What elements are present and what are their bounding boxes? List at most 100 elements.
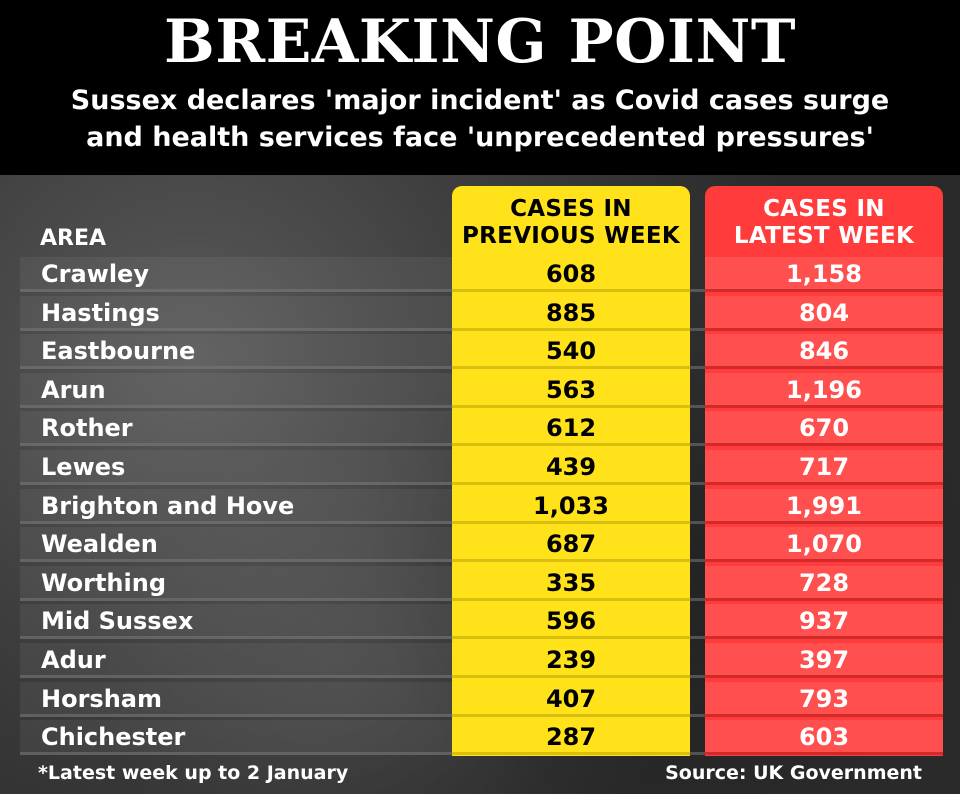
latest-header-line-1: CASES IN (763, 196, 885, 222)
area-name: Arun (41, 375, 106, 404)
row-separator-latest (705, 636, 943, 640)
table-row: Adur 239 397 (0, 643, 960, 678)
row-band-area (20, 565, 452, 601)
row-band-area (20, 681, 452, 717)
row-band-latest (705, 527, 943, 563)
previous-header-line-1: CASES IN (510, 196, 632, 222)
latest-week-value: 397 (798, 646, 850, 674)
latest-week-value: 1,196 (786, 375, 862, 404)
row-band-latest (705, 295, 943, 331)
latest-week-value: 937 (798, 607, 850, 636)
row-band-latest (705, 334, 943, 370)
row-separator-previous (452, 482, 690, 485)
previous-week-value: 596 (545, 607, 597, 636)
row-separator-latest (705, 327, 943, 331)
row-separator-latest (705, 443, 943, 447)
latest-week-value: 1,991 (786, 491, 862, 520)
table-row: Horsham 407 793 (0, 681, 960, 717)
footnote: *Latest week up to 2 January (38, 762, 349, 784)
page-title: BREAKING POINT (164, 7, 796, 77)
previous-week-value: 563 (545, 375, 597, 404)
previous-week-value: 885 (545, 298, 597, 327)
row-band-latest (705, 720, 943, 756)
latest-week-column (705, 186, 943, 756)
row-separator-previous (452, 752, 690, 756)
area-name: Lewes (41, 453, 126, 481)
area-name: Wealden (41, 530, 158, 559)
row-separator-latest (705, 520, 943, 524)
area-name: Crawley (41, 260, 149, 288)
row-separator-previous (452, 289, 690, 292)
row-separator-latest (705, 752, 943, 756)
row-separator-previous (452, 404, 690, 408)
row-band-latest (705, 565, 943, 601)
row-band-latest (705, 488, 943, 524)
row-band-area (20, 411, 452, 447)
row-separator-previous (452, 675, 690, 678)
latest-week-value: 603 (798, 723, 850, 752)
row-band-area (20, 643, 452, 678)
area-name: Chichester (41, 723, 186, 752)
row-band-area (20, 334, 452, 370)
table-row: Arun 563 1,196 (0, 372, 960, 408)
row-band-area (20, 295, 452, 331)
table-row: Eastbourne 540 846 (0, 334, 960, 370)
table-row: Rother 612 670 (0, 411, 960, 447)
table-row: Chichester 287 603 (0, 720, 960, 756)
row-band-latest (705, 257, 943, 292)
previous-week-value: 407 (545, 684, 597, 713)
previous-week-value: 1,033 (533, 491, 609, 520)
row-separator-previous (452, 559, 690, 563)
row-band-latest (705, 643, 943, 678)
previous-week-value: 439 (545, 453, 597, 481)
latest-week-value: 1,158 (786, 260, 862, 288)
row-band-area (20, 604, 452, 640)
row-band-area (20, 450, 452, 485)
row-separator-latest (705, 559, 943, 563)
area-name: Horsham (41, 684, 162, 713)
latest-week-value: 1,070 (786, 530, 862, 559)
row-band-latest (705, 604, 943, 640)
previous-week-value: 239 (545, 646, 597, 674)
previous-header-line-2: PREVIOUS WEEK (462, 223, 680, 249)
latest-week-column-header: CASES IN LATEST WEEK (705, 196, 943, 250)
row-separator-latest (705, 597, 943, 601)
row-band-latest (705, 411, 943, 447)
table-row: Mid Sussex 596 937 (0, 604, 960, 640)
previous-week-value: 540 (545, 337, 597, 366)
previous-week-value: 608 (545, 260, 597, 288)
row-band-area (20, 257, 452, 292)
row-separator-previous (452, 327, 690, 331)
row-band-area (20, 720, 452, 756)
subtitle-line-1: Sussex declares 'major incident' as Covi… (70, 85, 890, 116)
area-name: Brighton and Hove (41, 491, 295, 520)
row-separator-latest (705, 289, 943, 292)
area-name: Hastings (41, 298, 160, 327)
row-band-area (20, 527, 452, 563)
area-name: Rother (41, 414, 133, 443)
row-separator-latest (705, 366, 943, 370)
row-separator-previous (452, 636, 690, 640)
table-row: Crawley 608 1,158 (0, 257, 960, 292)
row-band-area (20, 372, 452, 408)
table-row: Brighton and Hove 1,033 1,991 (0, 488, 960, 524)
previous-week-value: 335 (545, 568, 597, 597)
row-separator-previous (452, 597, 690, 601)
row-band-latest (705, 372, 943, 408)
previous-week-value: 687 (545, 530, 597, 559)
row-band-latest (705, 681, 943, 717)
row-separator-previous (452, 366, 690, 370)
area-column-header: AREA (40, 226, 107, 251)
table-row: Hastings 885 804 (0, 295, 960, 331)
row-separator-latest (705, 404, 943, 408)
table-row: Wealden 687 1,070 (0, 527, 960, 563)
latest-week-value: 793 (798, 684, 850, 713)
previous-week-value: 612 (545, 414, 597, 443)
latest-header-line-2: LATEST WEEK (733, 223, 915, 249)
row-separator-previous (452, 520, 690, 524)
row-separator-latest (705, 482, 943, 485)
table-row: Lewes 439 717 (0, 450, 960, 485)
row-separator-latest (705, 675, 943, 678)
area-name: Eastbourne (41, 337, 196, 366)
